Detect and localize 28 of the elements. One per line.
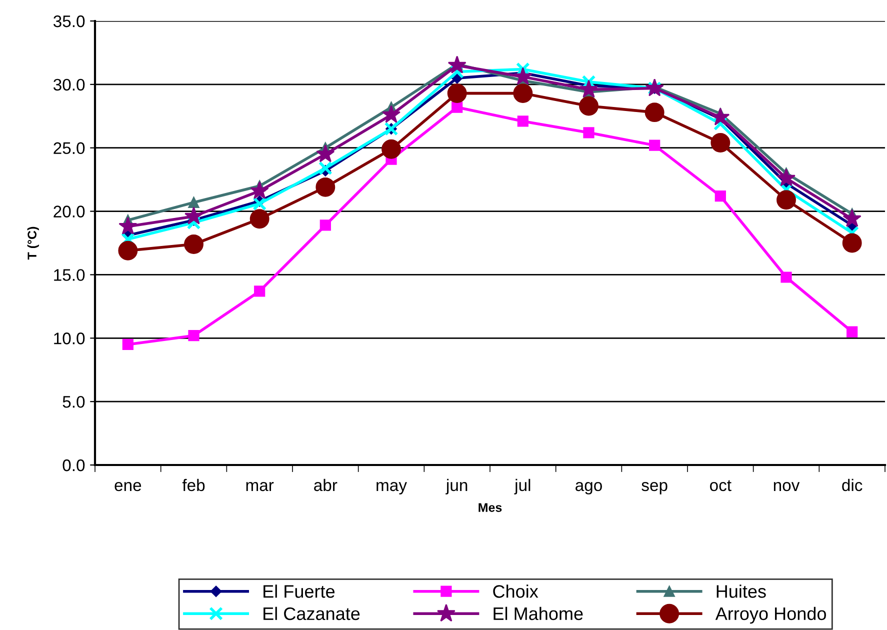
x-tick-label: jun xyxy=(446,478,468,494)
legend-label: El Mahome xyxy=(494,606,583,620)
y-axis-title: T (°C) xyxy=(27,226,39,260)
x-axis-title: Mes xyxy=(478,503,502,512)
y-tick-label: 30.0 xyxy=(53,78,85,91)
y-tick-label: 15.0 xyxy=(54,269,85,281)
y-tick-label: 25.0 xyxy=(54,142,85,154)
x-tick-label: oct xyxy=(710,480,732,492)
x-tick-label: sep xyxy=(642,482,668,494)
legend-label: El Cazanate xyxy=(264,606,360,620)
y-tick-label: 0.0 xyxy=(62,459,85,472)
x-tick-label: dic xyxy=(842,478,862,492)
y-tick-label: 35.0 xyxy=(53,15,85,28)
legend-label: Choix xyxy=(493,584,538,598)
x-tick-label: may xyxy=(376,482,407,494)
x-tick-label: ago xyxy=(576,482,602,494)
x-tick-label: abr xyxy=(314,478,338,492)
x-tick-label: nov xyxy=(774,482,800,492)
legend-label: El Fuerte xyxy=(264,584,335,598)
y-tick-label: 5.0 xyxy=(62,396,85,408)
x-tick-label: ene xyxy=(114,482,142,492)
x-tick-label: mar xyxy=(246,482,274,492)
y-tick-label: 20.0 xyxy=(54,206,85,218)
x-tick-label: feb xyxy=(182,478,205,492)
x-tick-label: jul xyxy=(514,478,530,494)
legend-label: Huites xyxy=(716,584,766,598)
legend-label: Arroyo Hondo xyxy=(715,606,826,624)
y-tick-label: 10.0 xyxy=(54,332,85,344)
